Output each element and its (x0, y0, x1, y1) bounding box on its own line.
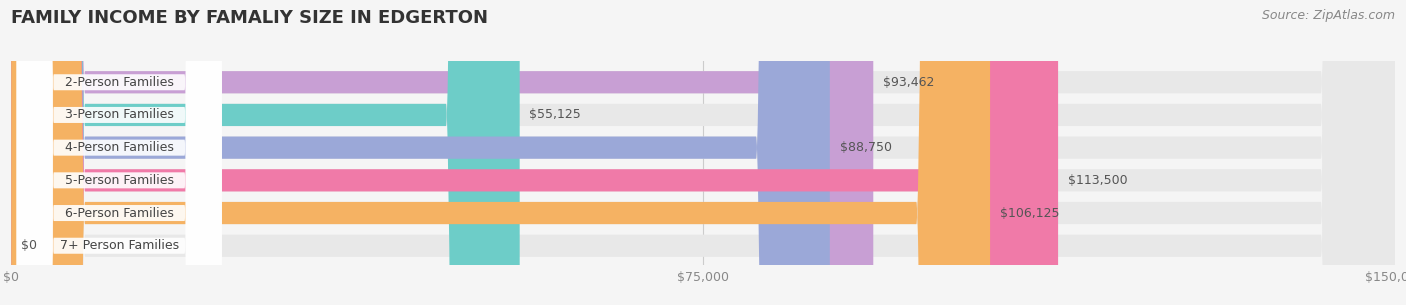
Text: $93,462: $93,462 (883, 76, 935, 89)
Text: 7+ Person Families: 7+ Person Families (59, 239, 179, 252)
FancyBboxPatch shape (17, 0, 222, 305)
FancyBboxPatch shape (17, 0, 222, 305)
Text: $88,750: $88,750 (839, 141, 891, 154)
FancyBboxPatch shape (11, 0, 1395, 305)
Text: $0: $0 (21, 239, 37, 252)
Text: $55,125: $55,125 (530, 109, 581, 121)
FancyBboxPatch shape (11, 0, 1395, 305)
FancyBboxPatch shape (11, 0, 520, 305)
Text: 3-Person Families: 3-Person Families (65, 109, 173, 121)
Text: 6-Person Families: 6-Person Families (65, 206, 173, 220)
FancyBboxPatch shape (11, 0, 1395, 305)
FancyBboxPatch shape (11, 0, 1395, 305)
FancyBboxPatch shape (11, 0, 873, 305)
FancyBboxPatch shape (11, 0, 830, 305)
FancyBboxPatch shape (11, 0, 990, 305)
FancyBboxPatch shape (11, 0, 1395, 305)
FancyBboxPatch shape (17, 0, 222, 305)
Text: 2-Person Families: 2-Person Families (65, 76, 173, 89)
Text: FAMILY INCOME BY FAMALIY SIZE IN EDGERTON: FAMILY INCOME BY FAMALIY SIZE IN EDGERTO… (11, 9, 488, 27)
FancyBboxPatch shape (17, 0, 222, 305)
FancyBboxPatch shape (17, 0, 222, 305)
Text: Source: ZipAtlas.com: Source: ZipAtlas.com (1261, 9, 1395, 22)
Text: $113,500: $113,500 (1067, 174, 1128, 187)
Text: $106,125: $106,125 (1000, 206, 1059, 220)
Text: 4-Person Families: 4-Person Families (65, 141, 173, 154)
FancyBboxPatch shape (11, 0, 1395, 305)
FancyBboxPatch shape (17, 0, 222, 305)
Text: 5-Person Families: 5-Person Families (65, 174, 174, 187)
FancyBboxPatch shape (11, 0, 1059, 305)
